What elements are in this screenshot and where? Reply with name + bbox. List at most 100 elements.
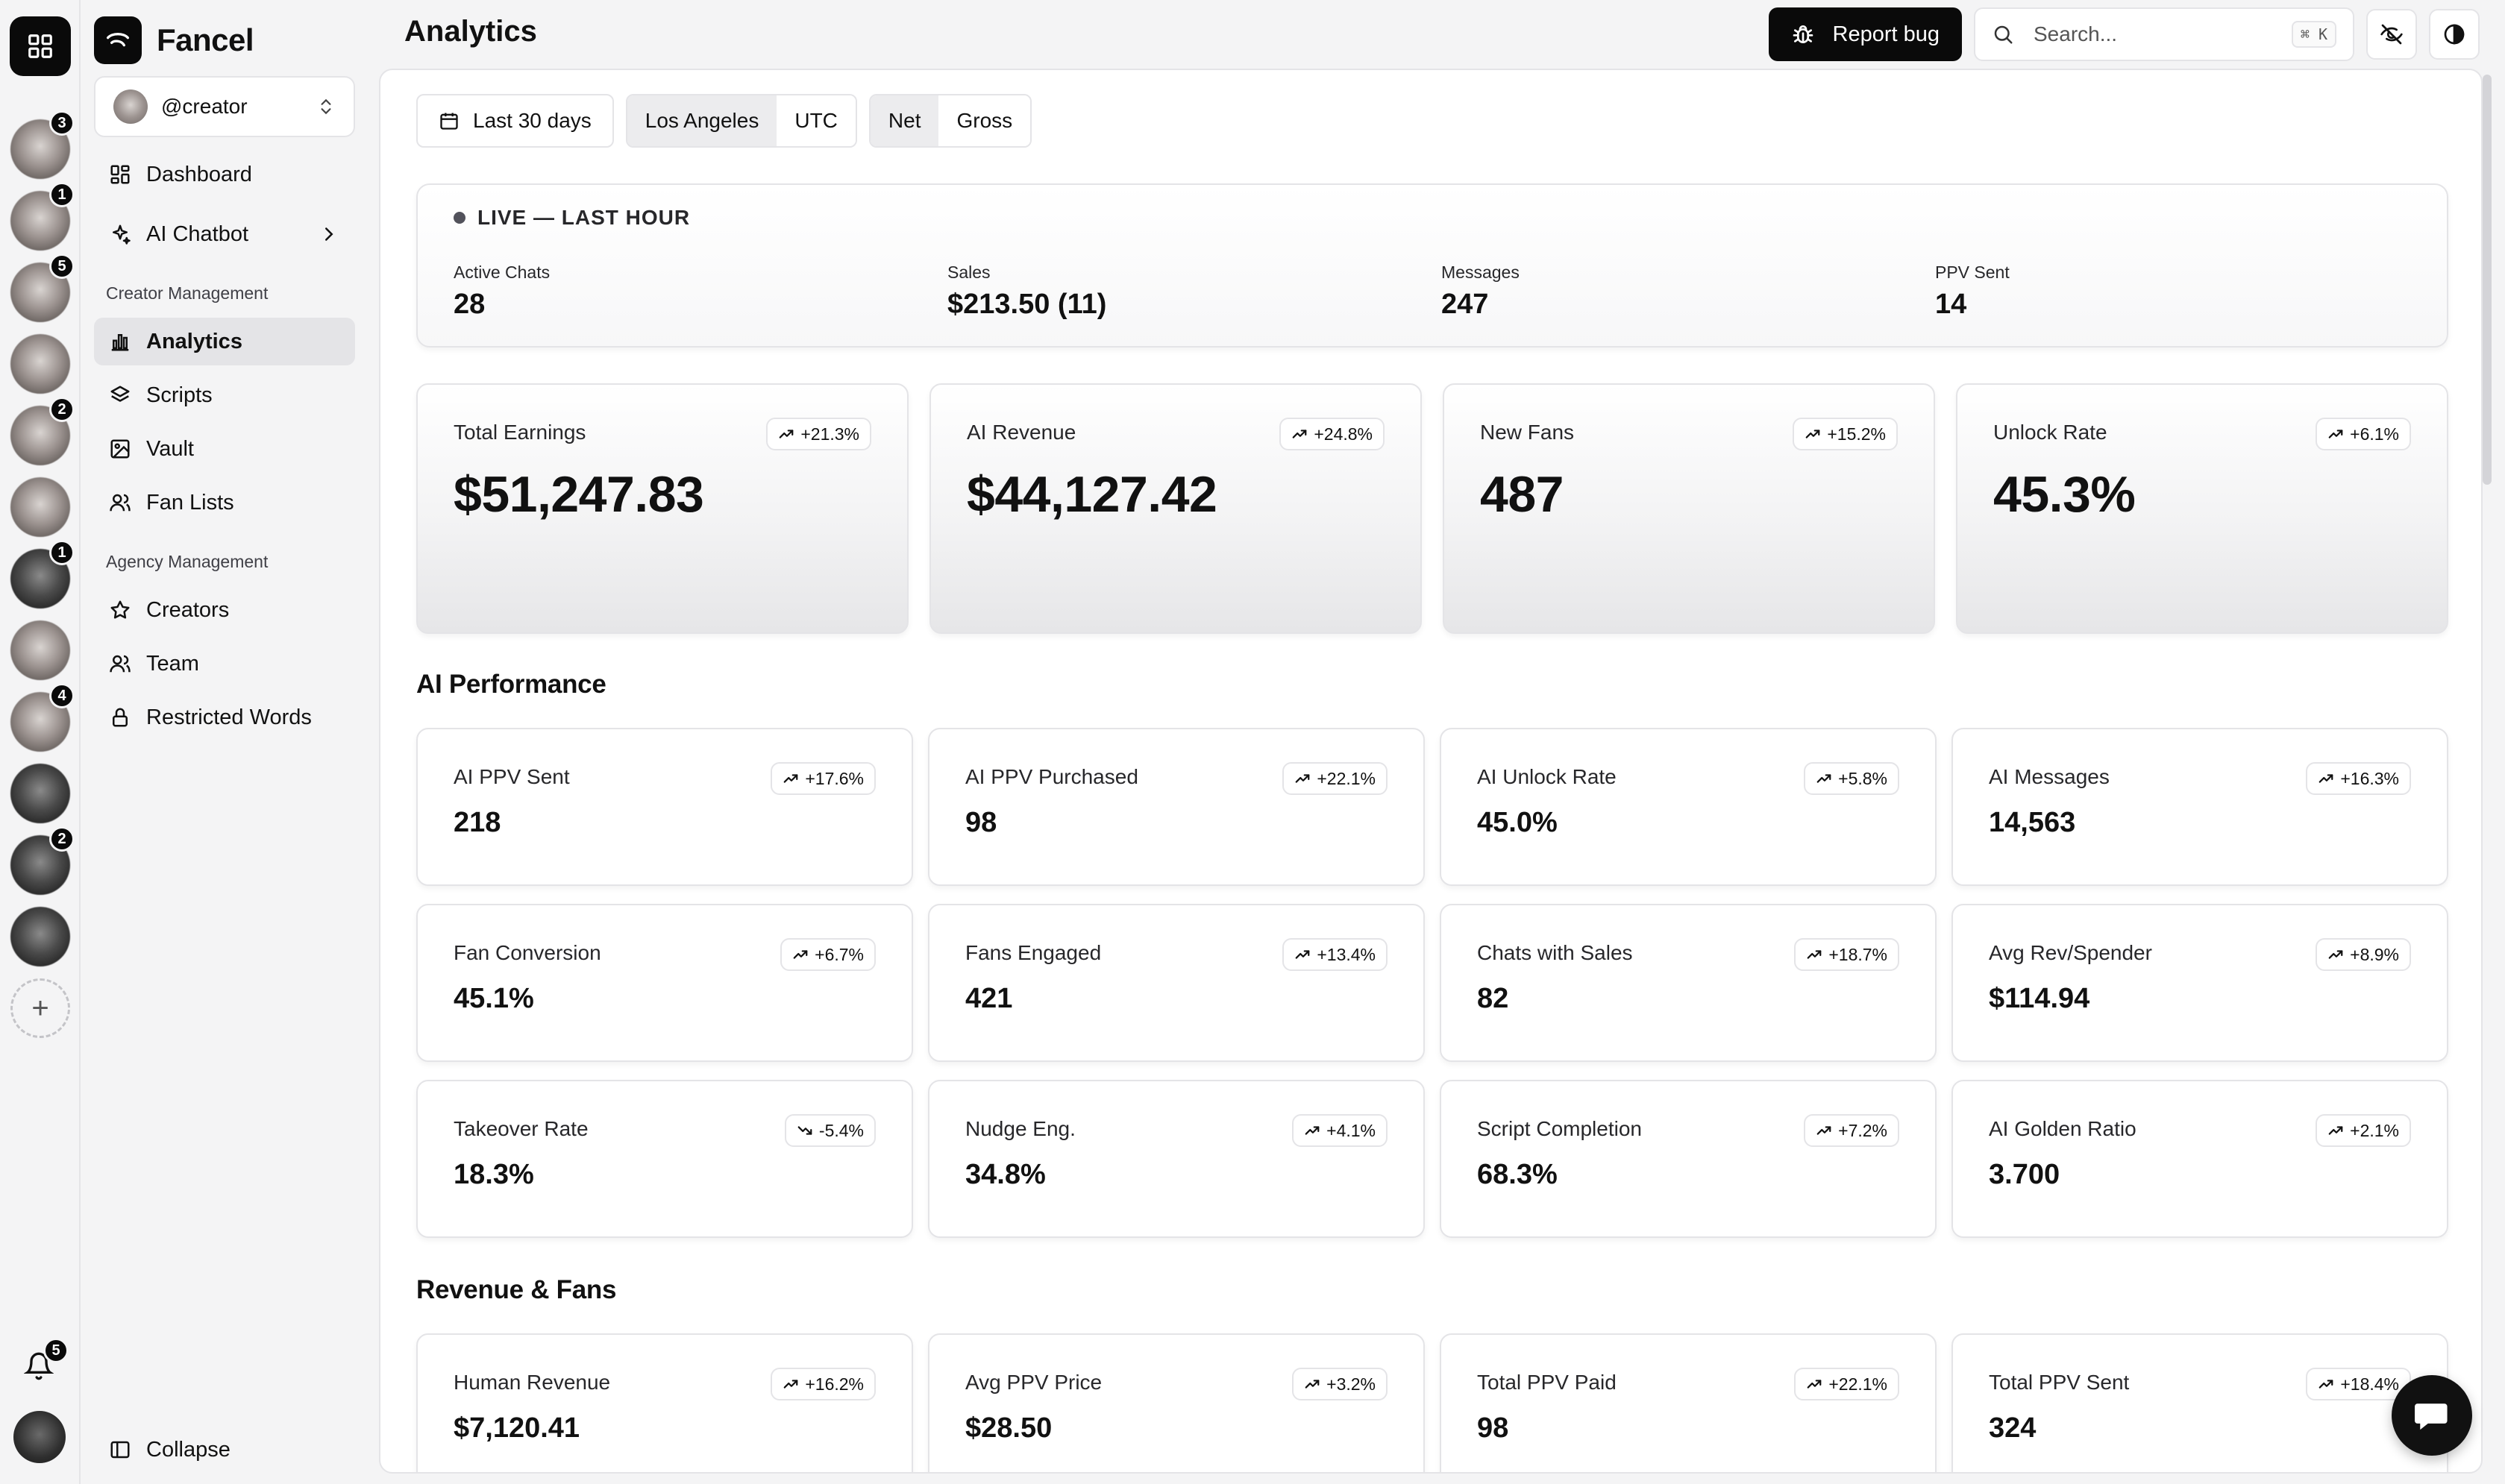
- creator-avatar-10[interactable]: [10, 764, 70, 823]
- metric-card: Unlock Rate +6.1% 45.3%: [1956, 383, 2448, 634]
- brand[interactable]: Fancel: [94, 16, 254, 64]
- scrollbar[interactable]: [2483, 75, 2492, 485]
- creator-avatar-8[interactable]: [10, 620, 70, 680]
- sidebar-item-label: Analytics: [146, 329, 242, 353]
- live-title: LIVE — LAST HOUR: [454, 206, 690, 230]
- user-avatar[interactable]: [13, 1411, 66, 1463]
- trend-up-icon: [1305, 1126, 1320, 1135]
- trend-up-icon: [1807, 1380, 1822, 1389]
- trend-value: +4.1%: [1326, 1120, 1376, 1140]
- trend-up-icon: [1807, 950, 1822, 959]
- creator-avatar-12[interactable]: [10, 907, 70, 966]
- bar-chart-icon: [111, 334, 129, 351]
- metric-card: Fans Engaged +13.4% 421: [928, 904, 1425, 1062]
- mode-option-gross[interactable]: Gross: [938, 95, 1031, 146]
- metric-card: Human Revenue +16.2% $7,120.41: [416, 1333, 913, 1472]
- unread-badge: 1: [49, 540, 75, 565]
- creator-select[interactable]: @creator: [94, 76, 355, 137]
- metric-card: Chats with Sales +18.7% 82: [1440, 904, 1937, 1062]
- trend-badge: +8.9%: [2316, 938, 2411, 971]
- sidebar-item-dashboard[interactable]: Dashboard: [94, 151, 355, 198]
- trend-up-icon: [1805, 430, 1820, 438]
- report-bug-label: Report bug: [1832, 22, 1940, 46]
- trend-value: +22.1%: [1317, 768, 1376, 788]
- live-panel: LIVE — LAST HOUR Active Chats 28 Sales $213…: [416, 183, 2448, 348]
- metric-value: 421: [965, 983, 1013, 1014]
- metric-label: Total PPV Paid: [1477, 1371, 1617, 1394]
- date-range-button[interactable]: Last 30 days: [416, 94, 614, 148]
- chat-support-button[interactable]: [2392, 1375, 2472, 1456]
- search-icon: [1994, 25, 2013, 44]
- sidebar-item-vault[interactable]: Vault: [94, 425, 355, 473]
- notifications-button[interactable]: 5: [23, 1338, 69, 1384]
- sidebar-item-team[interactable]: Team: [94, 640, 355, 688]
- metric-label: AI Unlock Rate: [1477, 765, 1617, 788]
- hide-values-button[interactable]: [2366, 9, 2417, 60]
- sidebar-item-restricted-words[interactable]: Restricted Words: [94, 694, 355, 741]
- trend-badge: +18.7%: [1794, 938, 1899, 971]
- metric-value: 98: [1477, 1412, 1509, 1444]
- sidebar-item-label: Restricted Words: [146, 705, 312, 729]
- apps-grid-button[interactable]: [10, 16, 71, 76]
- metric-value: 45.1%: [454, 983, 534, 1014]
- metric-card: Script Completion +7.2% 68.3%: [1440, 1080, 1937, 1238]
- mode-option-net[interactable]: Net: [870, 95, 939, 146]
- star-icon: [110, 600, 130, 619]
- trend-up-icon: [793, 950, 808, 959]
- creator-avatar-6[interactable]: [10, 477, 70, 537]
- metric-label: Total Earnings: [454, 421, 586, 444]
- timezone-option-los-angeles[interactable]: Los Angeles: [627, 95, 777, 146]
- live-stat-value: 14: [1935, 289, 1967, 320]
- trend-value: +21.3%: [800, 424, 859, 444]
- timezone-option-utc[interactable]: UTC: [777, 95, 856, 146]
- report-bug-button[interactable]: Report bug: [1768, 7, 1962, 61]
- metric-label: Avg Rev/Spender: [1989, 941, 2152, 964]
- chevron-up-down-icon: [321, 98, 331, 115]
- metric-card: Avg Rev/Spender +8.9% $114.94: [1951, 904, 2448, 1062]
- theme-toggle-button[interactable]: [2429, 9, 2480, 60]
- creator-avatar-4[interactable]: [10, 334, 70, 394]
- date-range-label: Last 30 days: [473, 109, 592, 132]
- calendar-icon: [440, 113, 458, 130]
- sidebar-item-fan-lists[interactable]: Fan Lists: [94, 479, 355, 526]
- trend-up-icon: [1292, 430, 1307, 438]
- live-stat-label: Sales: [947, 262, 991, 282]
- sidebar-item-analytics[interactable]: Analytics: [94, 318, 355, 365]
- live-dot-icon: [454, 212, 465, 224]
- trend-up-icon: [1305, 1380, 1320, 1389]
- metric-value: 98: [965, 807, 997, 838]
- sidebar-item-creators[interactable]: Creators: [94, 586, 355, 634]
- sidebar-item-scripts[interactable]: Scripts: [94, 371, 355, 419]
- workspace-rail: 3 1 5 2 1 4 2 + 5: [0, 0, 81, 1484]
- sidebar-item-label: Creators: [146, 597, 230, 622]
- trend-value: +6.7%: [815, 944, 864, 964]
- trend-badge: +15.2%: [1793, 418, 1898, 450]
- search-input[interactable]: Search... ⌘ K: [1974, 7, 2354, 61]
- trend-up-icon: [1816, 1126, 1831, 1135]
- trend-up-icon: [2319, 1380, 2333, 1389]
- add-label: +: [31, 991, 49, 1025]
- bug-icon: [1793, 25, 1813, 43]
- sidebar-item-ai-chatbot[interactable]: AI Chatbot: [94, 210, 355, 258]
- trend-up-icon: [2328, 430, 2343, 438]
- trend-badge: +5.8%: [1804, 762, 1899, 795]
- metric-value: 324: [1989, 1412, 2037, 1444]
- metric-value: 14,563: [1989, 807, 2076, 838]
- notifications-badge: 5: [43, 1338, 69, 1363]
- unread-badge: 2: [49, 397, 75, 422]
- metric-card: AI Revenue +24.8% $44,127.42: [929, 383, 1422, 634]
- live-stat: Sales $213.50 (11): [947, 262, 1106, 321]
- metric-label: AI Golden Ratio: [1989, 1117, 2136, 1140]
- page-title: Analytics: [404, 15, 537, 48]
- bell-icon: [23, 1352, 54, 1380]
- sidebar-item-label: Team: [146, 651, 199, 676]
- metric-label: Fans Engaged: [965, 941, 1102, 964]
- add-creator-button[interactable]: +: [10, 978, 70, 1038]
- trend-badge: +6.7%: [780, 938, 876, 971]
- unread-badge: 1: [49, 182, 75, 207]
- live-stat-label: Active Chats: [454, 262, 551, 282]
- collapse-button[interactable]: Collapse: [94, 1426, 355, 1474]
- trend-value: +16.3%: [2340, 768, 2399, 788]
- trend-up-icon: [783, 774, 798, 783]
- chevron-right-icon: [325, 227, 333, 241]
